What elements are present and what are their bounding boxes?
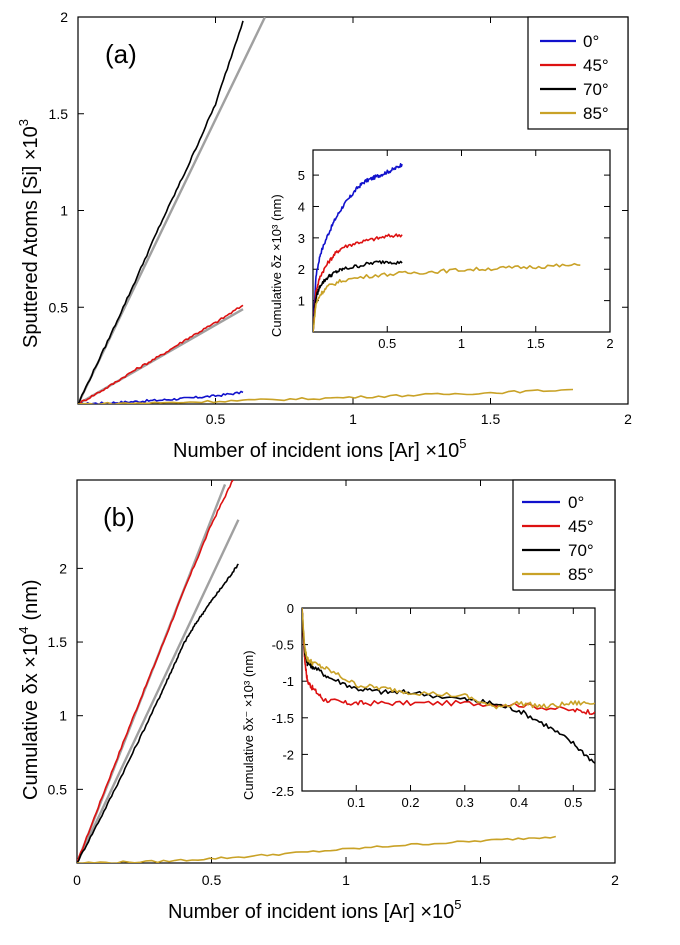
legend-a-label-2: 70°: [583, 80, 609, 99]
inset-b-ytick-label-2: -1: [282, 674, 294, 689]
legend-a-label-3: 85°: [583, 104, 609, 123]
inset-a-ytick-label-1: 2: [298, 262, 305, 277]
panel-b-xtick-label-0: 0: [73, 872, 81, 888]
panel-b-ticks: 0 0.5 1 1.5 2 0.5 1 1.5 2: [48, 480, 619, 888]
inset-b-ticks: 0.1 0.2 0.3 0.4 0.5 0 -0.5 -1 -1.5 -2 -2.5: [272, 601, 595, 810]
legend-b-label-3: 85°: [568, 565, 594, 584]
inset-a-series-0deg: [313, 163, 403, 332]
panel-a-series-85deg: [78, 388, 574, 404]
panel-a-xtick-label-0: 0.5: [206, 411, 226, 427]
inset-b-series-70deg: [302, 608, 595, 764]
panel-a-x-axis-label: Number of incident ions [Ar] ×105: [173, 436, 467, 462]
panel-b-y-axis-label: Cumulative δx ×104(nm): [16, 579, 42, 800]
panel-b-xtick-label-4: 2: [611, 872, 619, 888]
panel-b-xtick-label-1: 0.5: [202, 872, 222, 888]
legend-a-label-0: 0°: [583, 32, 599, 51]
panel-b-ytick-label-1: 1: [59, 708, 67, 724]
panel-a: 0.5 1 1.5 2 0.5 1 1.5 2 (a) Number of incident …: [16, 9, 632, 462]
panel-b-series-70deg: [77, 563, 239, 863]
inset-b-ytick-label-1: -0.5: [272, 638, 294, 653]
inset-a-frame: [312, 149, 611, 333]
inset-b-series-85deg: [302, 608, 595, 710]
panel-b-ytick-label-3: 2: [59, 560, 67, 576]
inset-a-y-axis-label: Cumulative δz ×10³ (nm): [269, 194, 284, 337]
panel-b-fit-line-1: [77, 519, 240, 863]
panel-b-series: [77, 480, 557, 863]
inset-b-series: [302, 608, 595, 764]
panel-b-xtick-label-3: 1.5: [471, 872, 491, 888]
inset-b-xtick-label-0: 0.1: [347, 795, 365, 810]
inset-a-xtick-label-3: 2: [606, 336, 613, 351]
panel-a-series: [78, 20, 574, 404]
inset-b-xtick-label-4: 0.5: [564, 795, 582, 810]
panel-b-xtick-label-2: 1: [342, 872, 350, 888]
inset-a-xtick-label-1: 1: [458, 336, 465, 351]
panel-a-y-axis-label: Sputtered Atoms [Si] ×103: [16, 119, 42, 348]
panel-a-xtick-label-1: 1: [349, 411, 357, 427]
inset-b-xtick-label-3: 0.4: [510, 795, 528, 810]
inset-b-xtick-label-2: 0.3: [456, 795, 474, 810]
inset-b-frame: [301, 607, 596, 792]
panel-b-inset: 0.1 0.2 0.3 0.4 0.5 0 -0.5 -1 -1.5 -2 -2.5 Cumulat…: [241, 601, 596, 810]
inset-b-ytick-label-5: -2.5: [272, 784, 294, 799]
panel-a-legend: 0° 45° 70° 85°: [527, 16, 629, 130]
legend-b-label-2: 70°: [568, 541, 594, 560]
panel-b-series-85deg: [77, 835, 557, 863]
inset-a-ticks: 0.5 1 1.5 2 1 2 3 4 5: [298, 150, 614, 351]
panel-b: 0 0.5 1 1.5 2 0.5 1 1.5 2 (b) Number of incident…: [16, 479, 619, 923]
inset-a-xtick-label-0: 0.5: [378, 336, 396, 351]
inset-b-ytick-label-4: -2: [282, 747, 294, 762]
legend-a-label-1: 45°: [583, 56, 609, 75]
panel-a-series-45deg: [78, 304, 244, 404]
inset-a-series-70deg: [313, 260, 403, 332]
inset-a-ytick-label-0: 1: [298, 294, 305, 309]
panel-a-ytick-label-3: 2: [60, 9, 68, 25]
inset-b-ytick-label-0: 0: [287, 601, 294, 616]
panel-b-label: (b): [103, 502, 135, 532]
panel-b-ytick-label-2: 1.5: [48, 634, 68, 650]
legend-b-label-0: 0°: [568, 493, 584, 512]
inset-a-ytick-label-3: 4: [298, 199, 305, 214]
panel-b-series-45deg: [77, 480, 234, 863]
panel-b-fit-lines: [77, 483, 240, 863]
panel-a-xtick-label-3: 2: [624, 411, 632, 427]
inset-a-series-45deg: [313, 233, 403, 332]
panel-b-legend: 0° 45° 70° 85°: [512, 479, 616, 591]
panel-a-inset: 0.5 1 1.5 2 1 2 3 4 5 Cumulative δz ×10³ (nm): [269, 149, 614, 351]
inset-b-y-axis-label: Cumulative δx⁻ ×10³ (nm): [241, 650, 256, 800]
legend-b-label-1: 45°: [568, 517, 594, 536]
inset-a-xtick-label-2: 1.5: [527, 336, 545, 351]
panel-a-label: (a): [105, 39, 137, 69]
panel-a-xtick-label-2: 1.5: [481, 411, 501, 427]
inset-a-ytick-label-4: 5: [298, 168, 305, 183]
inset-b-series-45deg: [302, 608, 595, 716]
panel-b-ytick-label-0: 0.5: [48, 781, 68, 797]
panel-a-series-70deg: [78, 20, 244, 404]
inset-a-series-85deg: [313, 262, 581, 332]
inset-b-xtick-label-1: 0.2: [401, 795, 419, 810]
inset-a-series: [313, 163, 581, 332]
panel-a-ytick-label-1: 1: [60, 203, 68, 219]
inset-a-ytick-label-2: 3: [298, 231, 305, 246]
panel-b-x-axis-label: Number of incident ions [Ar] ×105: [168, 897, 462, 923]
panel-a-ytick-label-0: 0.5: [49, 299, 69, 315]
panel-a-ytick-label-2: 1.5: [49, 106, 69, 122]
inset-b-ytick-label-3: -1.5: [272, 711, 294, 726]
